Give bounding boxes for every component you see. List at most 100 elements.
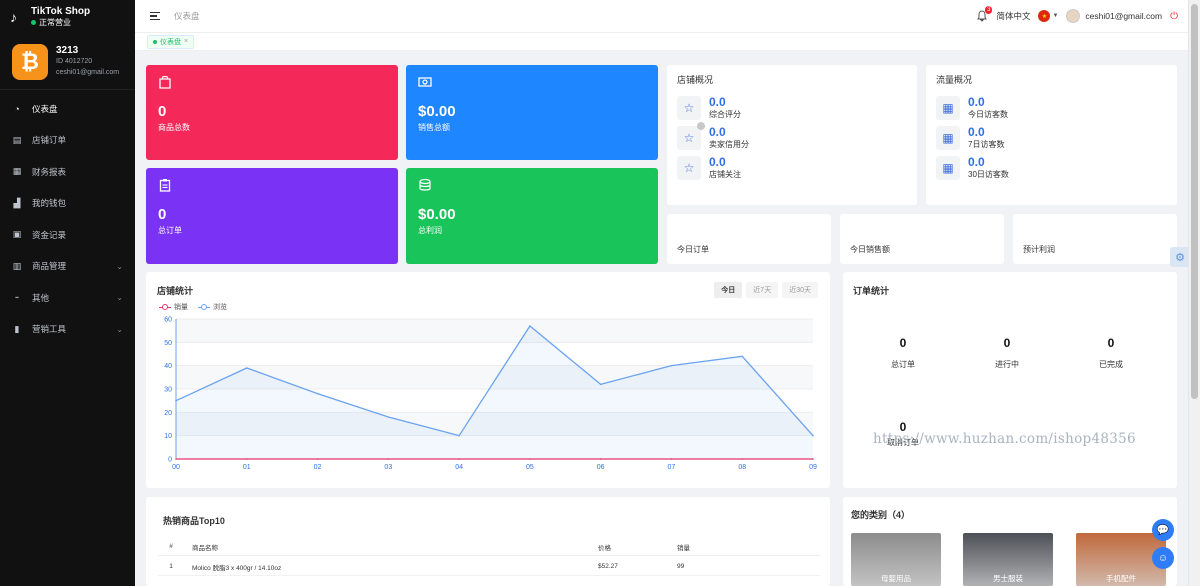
data-point-1-9	[812, 434, 814, 437]
support-icon[interactable]: ☺	[1152, 547, 1174, 569]
status-dot-icon	[697, 122, 705, 130]
sales-value: $0.00	[418, 103, 456, 120]
sidebar-item-6[interactable]: ▪▪ 其他 ⌄	[0, 282, 135, 314]
categories-title: 您的类别（4）	[851, 510, 911, 520]
sidebar-item-4[interactable]: ▣ 资金记录	[0, 219, 135, 251]
traffic-overview-panel: 流量概况 ▦ 0.0 今日访客数 ▦ 0.0 7日访客数 ▦ 0.0 30日访客数	[926, 65, 1177, 205]
tag-dot-icon	[153, 39, 157, 44]
traffic_overview-item: ▦ 0.0 今日访客数	[936, 96, 1167, 120]
page-scrollbar[interactable]	[1188, 0, 1200, 586]
star-icon: ☆	[677, 156, 701, 180]
product-icon: ▥	[12, 260, 22, 271]
store_overview-item: ☆ 0.0 店铺关注	[677, 156, 907, 180]
sidebar-item-0[interactable]: ◔ 仪表盘	[0, 93, 135, 125]
stat-card-orders[interactable]: 0 总订单	[146, 168, 398, 264]
close-icon[interactable]: ×	[184, 38, 189, 45]
grid-band	[176, 319, 813, 343]
sidebar-item-label: 我的钱包	[32, 198, 67, 209]
sidebar-item-3[interactable]: ▟ 我的钱包	[0, 188, 135, 220]
data-point-0-6	[599, 458, 602, 460]
sidebar-item-1[interactable]: ▤ 店铺订单	[0, 125, 135, 157]
order-stat-value: 0	[1107, 336, 1115, 350]
orders-value: 0	[158, 206, 167, 223]
stat-card-products[interactable]: 0 商品总数	[146, 65, 398, 160]
calendar-icon: ▦	[936, 156, 960, 180]
category-card[interactable]: 手机配件	[1076, 533, 1166, 586]
today-orders-panel: 今日订单	[667, 214, 831, 264]
stat-card-profit[interactable]: $0.00 总利润	[406, 168, 658, 264]
sidebar-item-label: 仪表盘	[32, 103, 58, 114]
chat-icon[interactable]: 💬	[1152, 519, 1174, 541]
user-avatar[interactable]	[1066, 9, 1081, 23]
power-icon[interactable]: ⏻	[1170, 10, 1178, 22]
range-button-2[interactable]: 近30天	[782, 282, 818, 298]
marketing-icon: ▮	[14, 323, 20, 334]
range-button-1[interactable]: 近7天	[746, 282, 779, 298]
range-button-0[interactable]: 今日	[714, 282, 743, 298]
order-stat-label: 进行中	[995, 360, 1019, 369]
category-card[interactable]: 男士服装	[963, 533, 1053, 586]
hot-products-title: 热销商品Top10	[163, 516, 225, 526]
x-tick-label: 07	[668, 464, 676, 471]
menu-toggle-icon[interactable]	[150, 11, 160, 21]
record-icon: ▣	[12, 229, 22, 240]
traffic_overview-item: ▦ 0.0 30日访客数	[936, 156, 1167, 180]
star-icon: ☆	[677, 122, 705, 150]
y-tick-label: 40	[164, 363, 172, 370]
scrollbar-thumb[interactable]	[1191, 4, 1198, 399]
data-point-1-4	[458, 434, 460, 437]
store-overview-panel: 店铺概况 ☆ 0.0 综合评分 ☆ 0.0 卖家信用分 ☆ 0.0 店铺关注	[667, 65, 917, 205]
legend-item[interactable]: 销量	[159, 302, 188, 312]
sidebar-item-label: 财务报表	[32, 166, 67, 177]
sidebar-item-7[interactable]: ▮ 营销工具 ⌄	[0, 314, 135, 346]
store_overview-item: ☆ 0.0 综合评分	[677, 96, 907, 120]
cell-name: Molico 脱脂3 x 400gr / 14.10oz	[192, 564, 282, 572]
chevron-down-icon: ⌄	[116, 324, 123, 334]
col-sales: 销量	[677, 544, 690, 552]
status-dot-icon	[31, 20, 36, 25]
sidebar-item-label: 店铺订单	[32, 135, 67, 146]
china-flag-icon[interactable]: ★	[1038, 10, 1051, 22]
data-point-1-5	[529, 325, 531, 327]
chevron-down-icon: ⌄	[116, 293, 123, 303]
store-stats-panel: 店铺统计 今日 近7天 近30天 销量 浏览 0 10 20 30 40 50 60 00 01 02 0…	[146, 272, 830, 488]
bitcoin-avatar-icon: ₿	[12, 43, 48, 80]
settings-gear-icon[interactable]: ⚙	[1170, 247, 1190, 267]
data-point-0-2	[316, 458, 319, 460]
order-stat-label: 已完成	[1099, 360, 1123, 369]
wallet-icon: ▟	[13, 197, 21, 208]
x-tick-label: 00	[172, 464, 180, 471]
user-email[interactable]: ceshi01@gmail.com	[1085, 11, 1163, 21]
cash-icon	[418, 75, 432, 89]
data-point-1-1	[245, 367, 248, 369]
calendar-icon: ▦	[936, 126, 960, 150]
language-selector[interactable]: 简体中文	[996, 11, 1031, 21]
data-point-1-3	[387, 416, 390, 418]
table-header: # 商品名称 价格 销量	[158, 538, 820, 556]
bell-icon[interactable]: 3	[976, 6, 993, 22]
order-stat-item: 0 总订单	[863, 336, 943, 370]
sidebar-item-label: 其他	[32, 292, 50, 303]
category-label: 手机配件	[1106, 574, 1136, 583]
breadcrumb[interactable]: 仪表盘	[174, 11, 200, 21]
col-rank: #	[169, 543, 173, 550]
tag-dashboard[interactable]: 仪表盘 ×	[147, 34, 195, 49]
sidebar-item-label: 资金记录	[32, 229, 67, 240]
sidebar-item-2[interactable]: ▦ 财务报表	[0, 156, 135, 188]
cell-price: $52.27	[598, 563, 618, 570]
chevron-down-icon[interactable]: ▼	[1052, 13, 1059, 19]
legend-label: 浏览	[213, 304, 227, 311]
legend-item[interactable]: 浏览	[198, 302, 227, 312]
tiktok-logo-icon: ♪	[10, 9, 17, 25]
notification-badge: 3	[985, 6, 993, 14]
data-point-0-8	[741, 458, 744, 460]
stat-card-sales[interactable]: $0.00 销售总额	[406, 65, 658, 160]
today-sales-label: 今日销售额	[850, 245, 890, 254]
chart-legend: 销量 浏览	[159, 302, 227, 312]
category-card[interactable]: 母婴用品	[851, 533, 941, 586]
chevron-down-icon: ⌄	[116, 261, 123, 271]
table-row[interactable]: 1 Molico 脱脂3 x 400gr / 14.10oz $52.27 99	[158, 558, 820, 576]
sidebar-item-5[interactable]: ▥ 商品管理 ⌄	[0, 251, 135, 283]
col-name: 商品名称	[192, 544, 218, 552]
grid-band	[176, 412, 813, 436]
